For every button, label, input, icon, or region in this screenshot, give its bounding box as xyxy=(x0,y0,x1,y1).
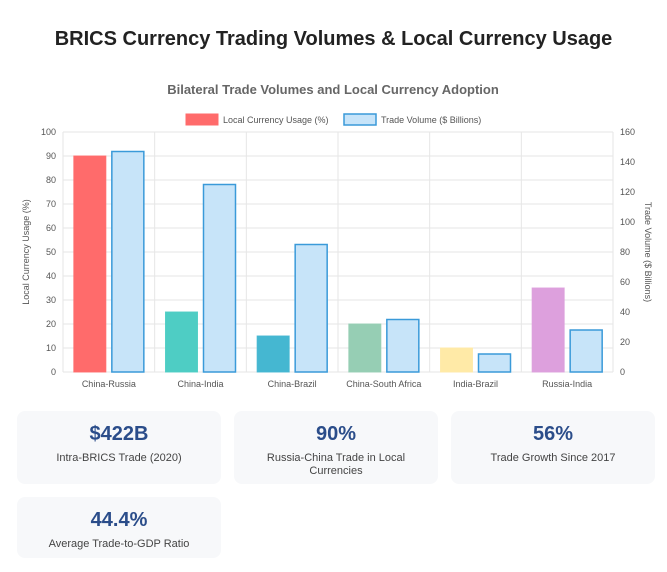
legend-label-local-currency: Local Currency Usage (%) xyxy=(223,115,329,125)
y-left-tick-label: 20 xyxy=(46,319,56,329)
y-left-axis-title: Local Currency Usage (%) xyxy=(21,199,31,305)
stat-label: Average Trade-to-GDP Ratio xyxy=(48,538,190,550)
chart-title: Bilateral Trade Volumes and Local Curren… xyxy=(167,82,499,97)
stat-card-trade-to-gdp: 44.4% Average Trade-to-GDP Ratio xyxy=(17,497,221,558)
bar-local-currency-usage xyxy=(165,311,198,373)
trade-chart: Bilateral Trade Volumes and Local Curren… xyxy=(21,82,653,389)
y-left-tick-label: 10 xyxy=(46,343,56,353)
y-right-axis-title: Trade Volume ($ Billions) xyxy=(643,202,653,302)
x-tick-label: India-Brazil xyxy=(453,379,498,389)
page-title: BRICS Currency Trading Volumes & Local C… xyxy=(54,28,613,50)
bar-local-currency-usage xyxy=(440,347,473,373)
stat-card-russia-china-local: 90% Russia-China Trade in Local Currenci… xyxy=(234,411,438,484)
y-right-tick-label: 40 xyxy=(620,307,630,317)
legend-swatch-local-currency xyxy=(185,113,219,126)
bar-trade-volume xyxy=(569,329,603,373)
bar-local-currency-usage xyxy=(73,155,107,373)
y-left-tick-label: 100 xyxy=(41,127,56,137)
bar-trade-volume xyxy=(202,183,237,373)
bar-local-currency-usage xyxy=(256,335,290,373)
y-left-tick-label: 0 xyxy=(51,367,56,377)
y-left-tick-label: 60 xyxy=(46,223,56,233)
y-left-tick-label: 70 xyxy=(46,199,56,209)
x-tick-label: China-Brazil xyxy=(268,379,317,389)
stat-label: Russia-China Trade in Local Currencies xyxy=(266,452,406,477)
legend-swatch-trade-volume xyxy=(343,113,377,126)
y-right-tick-label: 100 xyxy=(620,217,635,227)
y-left-tick-label: 40 xyxy=(46,271,56,281)
y-left-tick-label: 90 xyxy=(46,151,56,161)
stat-label: Intra-BRICS Trade (2020) xyxy=(56,452,182,464)
y-right-tick-label: 160 xyxy=(620,127,635,137)
stat-value: 90% xyxy=(315,423,357,445)
x-tick-label: China-Russia xyxy=(82,379,136,389)
bar-local-currency-usage xyxy=(531,287,565,373)
legend-label-trade-volume: Trade Volume ($ Billions) xyxy=(381,115,481,125)
stat-card-trade-growth: 56% Trade Growth Since 2017 xyxy=(451,411,655,484)
bar-trade-volume xyxy=(111,150,145,373)
stat-value: 44.4% xyxy=(90,509,148,531)
stat-label: Trade Growth Since 2017 xyxy=(490,452,616,464)
x-tick-label: Russia-India xyxy=(542,379,592,389)
x-tick-label: China-South Africa xyxy=(346,379,421,389)
y-left-tick-label: 50 xyxy=(46,247,56,257)
bar-trade-volume xyxy=(386,318,420,373)
y-left-tick-label: 30 xyxy=(46,295,56,305)
y-right-tick-label: 140 xyxy=(620,157,635,167)
x-tick-label: China-India xyxy=(177,379,223,389)
y-left-tick-label: 80 xyxy=(46,175,56,185)
bar-trade-volume xyxy=(294,243,328,373)
stat-value: 56% xyxy=(532,423,574,445)
y-right-tick-label: 20 xyxy=(620,337,630,347)
y-right-tick-label: 120 xyxy=(620,187,635,197)
y-right-tick-label: 80 xyxy=(620,247,630,257)
bar-trade-volume xyxy=(477,353,512,373)
y-right-tick-label: 60 xyxy=(620,277,630,287)
stat-card-intra-brics-trade: $422B Intra-BRICS Trade (2020) xyxy=(17,411,221,484)
stat-value: $422B xyxy=(89,423,149,445)
bar-local-currency-usage xyxy=(348,323,382,373)
y-right-tick-label: 0 xyxy=(620,367,625,377)
